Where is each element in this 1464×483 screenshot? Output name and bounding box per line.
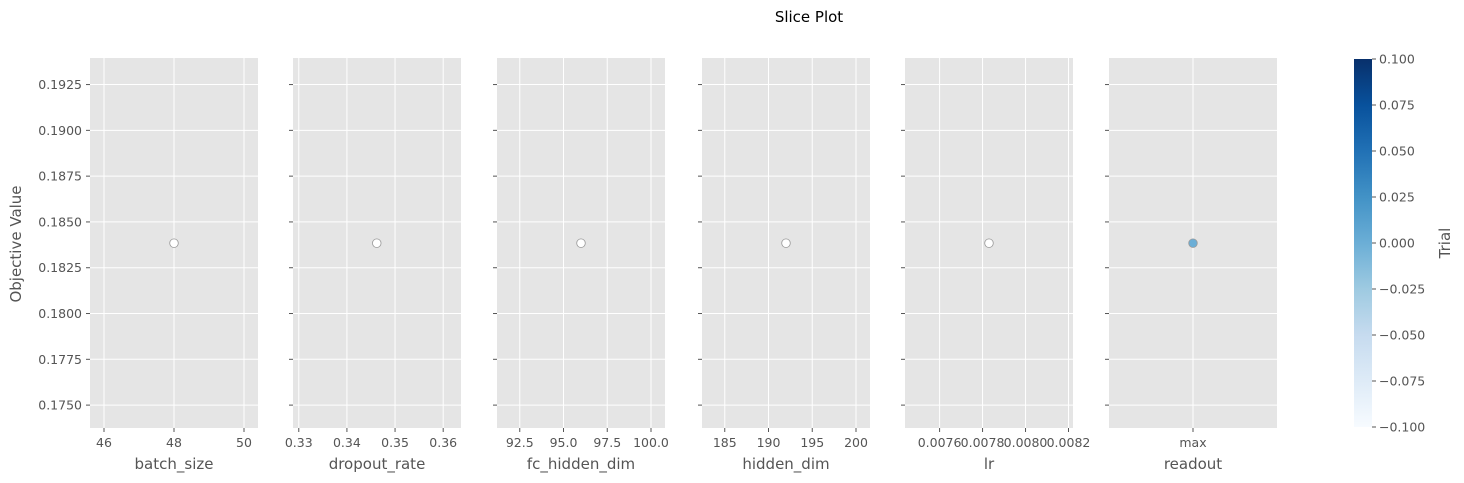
- x-tick-label: 0.0076: [918, 435, 962, 450]
- colorbar-tick-label: −0.075: [1379, 374, 1425, 389]
- x-tick-label: 0.34: [333, 435, 361, 450]
- data-point: [1188, 238, 1198, 248]
- x-tick-label: 50: [236, 435, 252, 450]
- colorbar-tick-label: −0.050: [1379, 328, 1425, 343]
- x-tick-label: 92.5: [506, 435, 534, 450]
- y-axis-label: Objective Value: [7, 185, 25, 302]
- x-tick-label: 0.0080: [1004, 435, 1048, 450]
- panel-hidden-dim: 185 190 195 200 hidden_dim: [698, 58, 870, 474]
- y-tick-label: 0.1825: [38, 260, 82, 275]
- y-tick-label: 0.1900: [38, 123, 82, 138]
- data-point: [169, 238, 179, 248]
- x-tick-label: 0.35: [381, 435, 409, 450]
- data-point: [576, 238, 586, 248]
- panel-readout: max readout: [1105, 58, 1277, 473]
- x-tick-label: max: [1179, 435, 1206, 450]
- colorbar-gradient: [1354, 59, 1372, 427]
- colorbar-tick-label: 0.075: [1379, 98, 1415, 113]
- x-tick-label: 0.0078: [961, 435, 1005, 450]
- y-tick-label: 0.1750: [38, 398, 82, 413]
- y-tick-label: 0.1775: [38, 352, 82, 367]
- panel-batch-size: 0.1750 0.1775 0.1800 0.1825 0.1850 0.1875 0.19…: [38, 58, 258, 474]
- x-tick-label: 190: [757, 435, 781, 450]
- x-tick-label: 185: [713, 435, 737, 450]
- x-axis-label: readout: [1164, 455, 1222, 473]
- colorbar-tick-label: 0.000: [1379, 236, 1415, 251]
- panel-lr: 0.0076 0.0078 0.0080 0.0082 lr: [901, 58, 1090, 473]
- data-point: [984, 238, 994, 248]
- x-tick-label: 46: [96, 435, 112, 450]
- y-tick-label: 0.1850: [38, 214, 82, 229]
- data-point: [781, 238, 791, 248]
- colorbar-label: Trial: [1436, 228, 1454, 260]
- x-tick-label: 0.33: [285, 435, 313, 450]
- panel-fc-hidden-dim: 92.5 95.0 97.5 100.0 fc_hidden_dim: [493, 58, 669, 474]
- y-tick-label: 0.1875: [38, 169, 82, 184]
- x-axis-label: batch_size: [135, 455, 214, 474]
- colorbar-tick-label: −0.100: [1379, 420, 1425, 435]
- x-tick-label: 97.5: [593, 435, 621, 450]
- colorbar: −0.100 −0.075 −0.050 −0.025 0.000 0.025 0.050 0…: [1354, 52, 1454, 435]
- chart-title: Slice Plot: [775, 8, 843, 26]
- x-axis-label: dropout_rate: [329, 455, 426, 474]
- x-tick-label: 195: [800, 435, 824, 450]
- x-tick-label: 200: [844, 435, 868, 450]
- x-axis-label: hidden_dim: [742, 455, 829, 474]
- x-tick-label: 0.36: [429, 435, 457, 450]
- x-axis-label: lr: [984, 455, 995, 473]
- y-tick-label: 0.1925: [38, 77, 82, 92]
- y-tick-label: 0.1800: [38, 306, 82, 321]
- x-tick-label: 100.0: [633, 435, 669, 450]
- colorbar-tick-label: 0.025: [1379, 190, 1415, 205]
- colorbar-tick-label: 0.100: [1379, 52, 1415, 67]
- x-tick-label: 48: [166, 435, 182, 450]
- data-point: [372, 238, 382, 248]
- colorbar-tick-label: 0.050: [1379, 144, 1415, 159]
- x-tick-label: 0.0082: [1047, 435, 1091, 450]
- x-tick-label: 95.0: [550, 435, 578, 450]
- colorbar-tick-label: −0.025: [1379, 282, 1425, 297]
- x-axis-label: fc_hidden_dim: [527, 455, 635, 474]
